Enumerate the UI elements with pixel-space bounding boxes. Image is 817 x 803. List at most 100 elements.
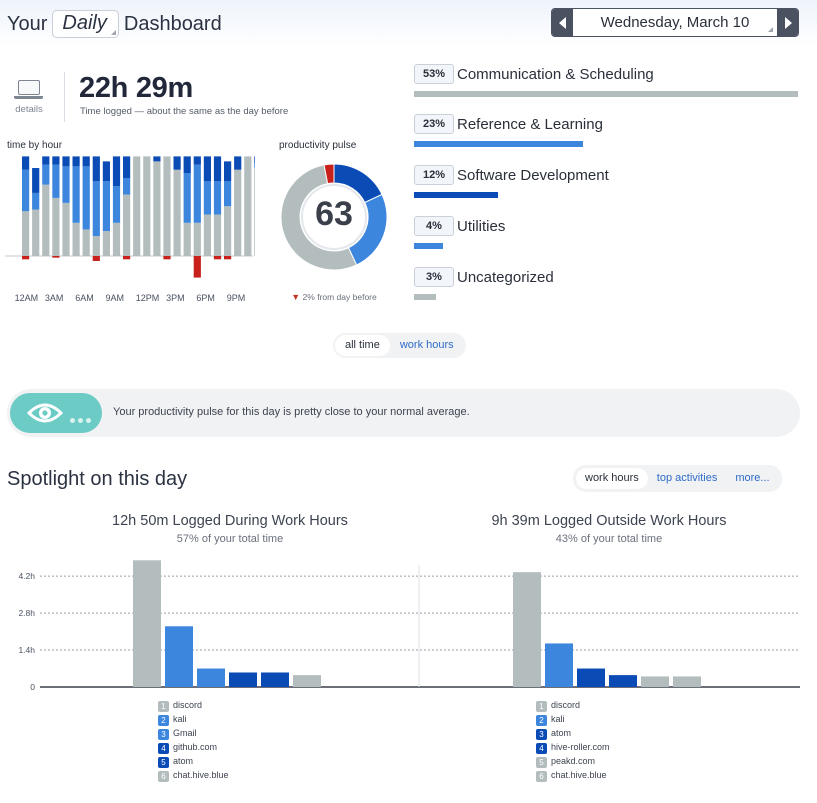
legend-item[interactable]: 1 discord: [536, 698, 610, 712]
spotlight-bar-atom[interactable]: [577, 668, 605, 687]
hour-bar-7AM-distracting[interactable]: [92, 256, 100, 261]
legend-item[interactable]: 1 discord: [158, 698, 229, 712]
hour-bar-4PM-very_productive[interactable]: [183, 156, 191, 173]
hour-bar-6AM-productive[interactable]: [82, 166, 90, 230]
hour-bar-4AM-neutral[interactable]: [62, 202, 70, 256]
hour-bar-5PM-very_productive[interactable]: [193, 156, 201, 165]
hour-bar-3AM-neutral[interactable]: [52, 197, 60, 256]
hour-bar-12AM-productive[interactable]: [22, 169, 30, 212]
category-row[interactable]: 3% Uncategorized: [414, 267, 554, 300]
hour-bar-5AM-very_productive[interactable]: [72, 156, 80, 167]
hour-bar-12AM-distracting[interactable]: [22, 256, 30, 260]
spotlight-bar-peakd.com[interactable]: [641, 676, 669, 687]
hour-bar-3AM-productive[interactable]: [52, 164, 60, 198]
hour-bar-5AM-productive[interactable]: [72, 166, 80, 223]
legend-item[interactable]: 4 hive-roller.com: [536, 740, 610, 754]
hour-bar-6AM-very_productive[interactable]: [82, 156, 90, 167]
hour-bar-6PM-productive[interactable]: [203, 181, 211, 215]
legend-item[interactable]: 4 github.com: [158, 740, 229, 754]
hour-bar-5PM-distracting[interactable]: [193, 256, 201, 278]
spotlight-bar-github.com[interactable]: [229, 672, 257, 687]
hour-bar-4PM-productive[interactable]: [183, 173, 191, 223]
hour-bar-8PM-neutral[interactable]: [224, 206, 232, 256]
hour-bar-3AM-distracting[interactable]: [52, 256, 60, 258]
category-row[interactable]: 23% Reference & Learning: [414, 114, 603, 147]
hour-bar-10PM-neutral[interactable]: [244, 156, 252, 256]
hour-bar-7PM-very_productive[interactable]: [213, 156, 222, 182]
hour-bar-1AM-neutral[interactable]: [32, 209, 40, 256]
hour-bar-3PM-neutral[interactable]: [173, 169, 181, 256]
hour-bar-12AM-very_productive[interactable]: [22, 156, 30, 170]
category-row[interactable]: 53% Communication & Scheduling: [414, 64, 798, 97]
hour-bar-2AM-very_productive[interactable]: [42, 156, 50, 165]
hour-bar-6AM-neutral[interactable]: [82, 229, 90, 256]
hour-bar-10AM-very_productive[interactable]: [123, 156, 131, 178]
hour-bar-6PM-very_productive[interactable]: [203, 156, 211, 182]
tab-top-activities[interactable]: top activities: [656, 472, 718, 484]
hour-bar-2AM-productive[interactable]: [42, 164, 50, 185]
spotlight-bar-chat.hive.blue[interactable]: [293, 675, 321, 687]
period-select[interactable]: Daily: [52, 10, 119, 38]
spotlight-bar-discord[interactable]: [133, 560, 161, 687]
category-row[interactable]: 4% Utilities: [414, 216, 505, 249]
hour-bar-8AM-very_productive[interactable]: [102, 161, 110, 182]
prev-day-button[interactable]: [552, 9, 573, 36]
tab-work-hours[interactable]: work hours: [576, 468, 648, 489]
hour-bar-2PM-distracting[interactable]: [163, 256, 171, 260]
hour-bar-3PM-very_productive[interactable]: [173, 156, 181, 170]
toggle-work-hours[interactable]: work hours: [399, 339, 454, 351]
legend-item[interactable]: 5 atom: [158, 754, 229, 768]
hour-bar-4AM-very_productive[interactable]: [62, 156, 70, 167]
legend-item[interactable]: 2 kali: [536, 712, 610, 726]
hour-bar-12PM-neutral[interactable]: [143, 156, 151, 256]
insight-icon-box[interactable]: [10, 393, 102, 433]
hour-bar-1AM-productive[interactable]: [32, 192, 40, 210]
hour-bar-9PM-very_productive[interactable]: [234, 156, 242, 170]
hour-bar-6PM-neutral[interactable]: [203, 214, 211, 257]
date-select[interactable]: Wednesday, March 10: [573, 9, 777, 36]
hour-bar-7PM-distracting[interactable]: [213, 256, 222, 260]
legend-item[interactable]: 5 peakd.com: [536, 754, 610, 768]
hour-bar-10AM-neutral[interactable]: [123, 194, 131, 256]
tab-more[interactable]: more...: [735, 472, 770, 484]
hour-bar-1PM-neutral[interactable]: [153, 161, 161, 256]
legend-item[interactable]: 6 chat.hive.blue: [158, 768, 229, 782]
hour-bar-7PM-productive[interactable]: [213, 181, 222, 215]
hour-bar-9PM-neutral[interactable]: [234, 169, 242, 256]
spotlight-bar-hive-roller.com[interactable]: [609, 675, 637, 687]
hour-bar-4PM-neutral[interactable]: [183, 222, 191, 256]
toggle-all-time[interactable]: all time: [335, 335, 390, 356]
hour-bar-1AM-very_productive[interactable]: [32, 168, 40, 193]
hour-bar-11AM-neutral[interactable]: [133, 156, 141, 256]
spotlight-bar-discord[interactable]: [513, 572, 541, 687]
hour-bar-4AM-productive[interactable]: [62, 166, 70, 203]
hour-bar-8PM-very_productive[interactable]: [224, 161, 232, 182]
hour-bar-10AM-productive[interactable]: [123, 177, 131, 195]
spotlight-bar-chat.hive.blue[interactable]: [673, 676, 701, 687]
hour-bar-2AM-neutral[interactable]: [42, 184, 50, 256]
next-day-button[interactable]: [777, 9, 798, 36]
hour-bar-11PM-very_productive[interactable]: [254, 156, 255, 164]
details-button[interactable]: details: [12, 80, 46, 115]
hour-bar-11PM-neutral[interactable]: [254, 168, 255, 256]
legend-item[interactable]: 2 kali: [158, 712, 229, 726]
hour-bar-9AM-neutral[interactable]: [112, 222, 121, 256]
hour-bar-9AM-very_productive[interactable]: [112, 156, 121, 187]
legend-item[interactable]: 6 chat.hive.blue: [536, 768, 610, 782]
hour-bar-8PM-productive[interactable]: [224, 181, 232, 207]
hour-bar-3AM-very_productive[interactable]: [52, 156, 60, 165]
hour-bar-8AM-productive[interactable]: [102, 181, 110, 232]
spotlight-bar-atom[interactable]: [261, 672, 289, 687]
hour-bar-12AM-neutral[interactable]: [22, 211, 30, 256]
legend-item[interactable]: 3 Gmail: [158, 726, 229, 740]
hour-bar-7AM-neutral[interactable]: [92, 236, 100, 256]
spotlight-bar-kali[interactable]: [545, 643, 573, 687]
hour-bar-8PM-distracting[interactable]: [224, 256, 232, 260]
hour-bar-7PM-neutral[interactable]: [213, 214, 222, 257]
hour-bar-2PM-neutral[interactable]: [163, 156, 171, 256]
hour-bar-5PM-productive[interactable]: [193, 164, 201, 223]
hour-bar-10AM-distracting[interactable]: [123, 256, 131, 260]
hour-bar-11PM-productive[interactable]: [254, 163, 255, 169]
hour-bar-5AM-neutral[interactable]: [72, 222, 80, 256]
hour-bar-8AM-neutral[interactable]: [102, 231, 110, 256]
